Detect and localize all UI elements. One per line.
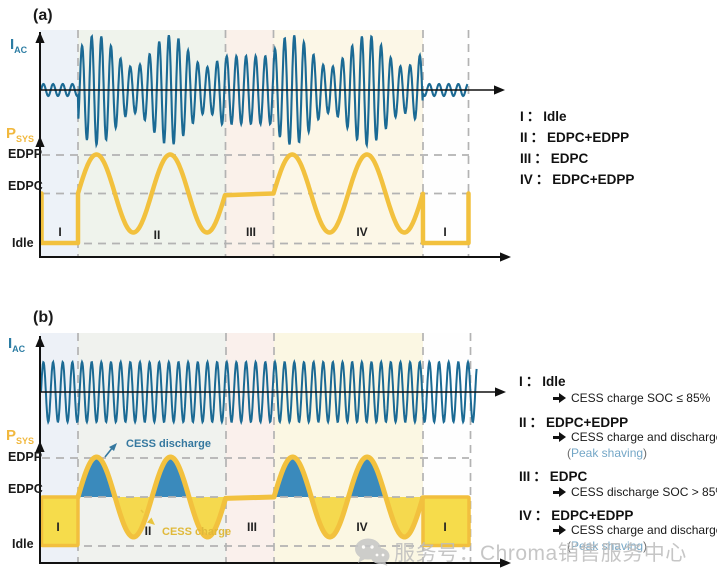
region-label-b-3: III	[246, 520, 257, 534]
legend-a-colon-1: ：	[526, 109, 541, 124]
legend-b-colon-1: ：	[525, 374, 540, 389]
arrow-right-icon	[553, 486, 566, 498]
peak-shaving-text-1: Peak shaving	[571, 446, 644, 460]
legend-b-note-1: CESS charge SOC ≤ 85%	[553, 391, 710, 405]
legend-a-mode-1: Idle	[543, 109, 567, 124]
legend-a-row-1: I： Idle	[520, 105, 567, 125]
region-tint-a-5	[423, 30, 469, 257]
iac-sub-a: AC	[14, 45, 28, 55]
region-label-a-2: II	[153, 228, 161, 242]
legend-b-mode-4: EDPC+EDPP	[551, 508, 634, 523]
arrow-right-icon	[553, 392, 566, 404]
region-label-a-4: IV	[356, 225, 368, 239]
region-label-b-1: I	[56, 520, 60, 534]
cess-discharge-annotation: CESS discharge	[126, 438, 211, 450]
iac-main-a: I	[10, 36, 15, 53]
region-tint-a-1	[40, 30, 78, 257]
cess-charge-arrow	[140, 509, 151, 521]
panel-b-label: (b)	[33, 309, 54, 326]
iac-axis-label-a: IAC	[10, 36, 27, 55]
panel-a-label: (a)	[33, 7, 53, 24]
region-label-b-5: I	[443, 520, 447, 534]
iac-waveform-a	[39, 34, 469, 150]
level-label-idle-a: Idle	[12, 236, 34, 250]
paren-close-2: )	[643, 539, 648, 553]
legend-b-note-4: CESS charge and discharge	[553, 523, 717, 537]
psys-main-a: P	[6, 125, 17, 142]
legend-a-mode-3: EDPC	[550, 151, 589, 166]
psys-axis-label-a: PSYS	[6, 125, 34, 144]
legend-b-colon-3: ：	[533, 469, 547, 484]
legend-b-colon-4: ：	[534, 508, 549, 523]
psys-axis-label-b: PSYS	[6, 427, 34, 446]
region-label-b-4: IV	[356, 520, 368, 534]
region-label-a-1: I	[58, 225, 62, 239]
level-label-edpc-b: EDPC	[8, 482, 43, 496]
level-label-idle-b: Idle	[12, 537, 34, 551]
legend-b-colon-2: ：	[529, 415, 544, 430]
legend-a-row-4: IV： EDPC+EDPP	[520, 168, 634, 188]
legend-b-note-text-1: CESS charge SOC ≤ 85%	[571, 391, 711, 405]
peak-shaving-text-2: Peak shaving	[571, 539, 644, 553]
psys-sub-a: SYS	[16, 134, 35, 144]
legend-a-row-2: II： EDPC+EDPP	[520, 126, 629, 146]
legend-b-numeral-3: III	[519, 469, 531, 484]
legend-a-colon-4: ：	[535, 172, 550, 187]
iac-waveform-b	[40, 358, 478, 426]
legend-b-note-text-4: CESS charge and discharge	[571, 523, 717, 537]
legend-b-row-2: II： EDPC+EDPP	[519, 411, 628, 431]
psys-main-b: P	[6, 427, 17, 444]
psys-curve-b	[75, 454, 426, 540]
legend-b-peak-shaving-1: (Peak shaving)	[567, 446, 647, 460]
idle-block-b-right	[421, 495, 471, 548]
legend-a-colon-2: ：	[530, 130, 545, 145]
level-label-edpp-b: EDPP	[8, 450, 43, 464]
legend-b-peak-shaving-2: (Peak shaving)	[567, 539, 647, 553]
legend-b-note-text-2: CESS charge and discharge	[571, 430, 717, 444]
legend-b-mode-1: Idle	[542, 374, 566, 389]
iac-sub-b: AC	[12, 344, 26, 354]
region-tint-a-4	[273, 30, 423, 257]
legend-b-note-3: CESS discharge SOC > 85%	[553, 485, 717, 499]
paren-open-2: (	[567, 539, 571, 553]
iac-main-b: I	[8, 335, 13, 352]
legend-b-row-4: IV： EDPC+EDPP	[519, 504, 633, 524]
psys-curve-a	[39, 152, 471, 246]
legend-b-note-2: CESS charge and discharge	[553, 430, 717, 444]
legend-a-mode-2: EDPC+EDPP	[547, 130, 630, 145]
legend-a-numeral-3: III	[520, 151, 532, 166]
psys-sub-b: SYS	[16, 436, 35, 446]
arrow-right-icon	[553, 524, 566, 536]
cess-charge-annotation: CESS charge	[162, 526, 232, 538]
legend-a-row-3: III： EDPC	[520, 147, 588, 167]
cess-discharge-arrowhead	[109, 443, 117, 451]
region-label-b-2: II	[144, 524, 152, 538]
paren-close-1: )	[643, 446, 648, 460]
level-label-edpc-a: EDPC	[8, 179, 43, 193]
iac-axis-label-b: IAC	[8, 335, 25, 354]
legend-b-row-3: III： EDPC	[519, 465, 587, 485]
legend-a-mode-4: EDPC+EDPP	[552, 172, 635, 187]
legend-b-numeral-2: II	[519, 415, 527, 430]
idle-block-b-left	[39, 495, 80, 548]
legend-b-note-text-3: CESS discharge SOC > 85%	[571, 485, 717, 499]
legend-b-numeral-1: I	[519, 374, 523, 389]
cess-charge-arrowhead	[147, 517, 155, 525]
legend-a-numeral-2: II	[520, 130, 528, 145]
legend-a-numeral-1: I	[520, 109, 524, 124]
legend-a-colon-3: ：	[534, 151, 548, 166]
legend-a-numeral-4: IV	[520, 172, 533, 187]
legend-b-mode-2: EDPC+EDPP	[546, 415, 629, 430]
legend-b-mode-3: EDPC	[549, 469, 588, 484]
level-label-edpp-a: EDPP	[8, 147, 43, 161]
legend-b-row-1: I： Idle	[519, 370, 566, 390]
region-tint-a-3	[225, 30, 274, 257]
region-label-a-3: III	[245, 225, 256, 239]
paren-open-1: (	[567, 446, 571, 460]
region-label-a-5: I	[443, 225, 447, 239]
legend-b-numeral-4: IV	[519, 508, 532, 523]
arrow-right-icon	[553, 431, 566, 443]
